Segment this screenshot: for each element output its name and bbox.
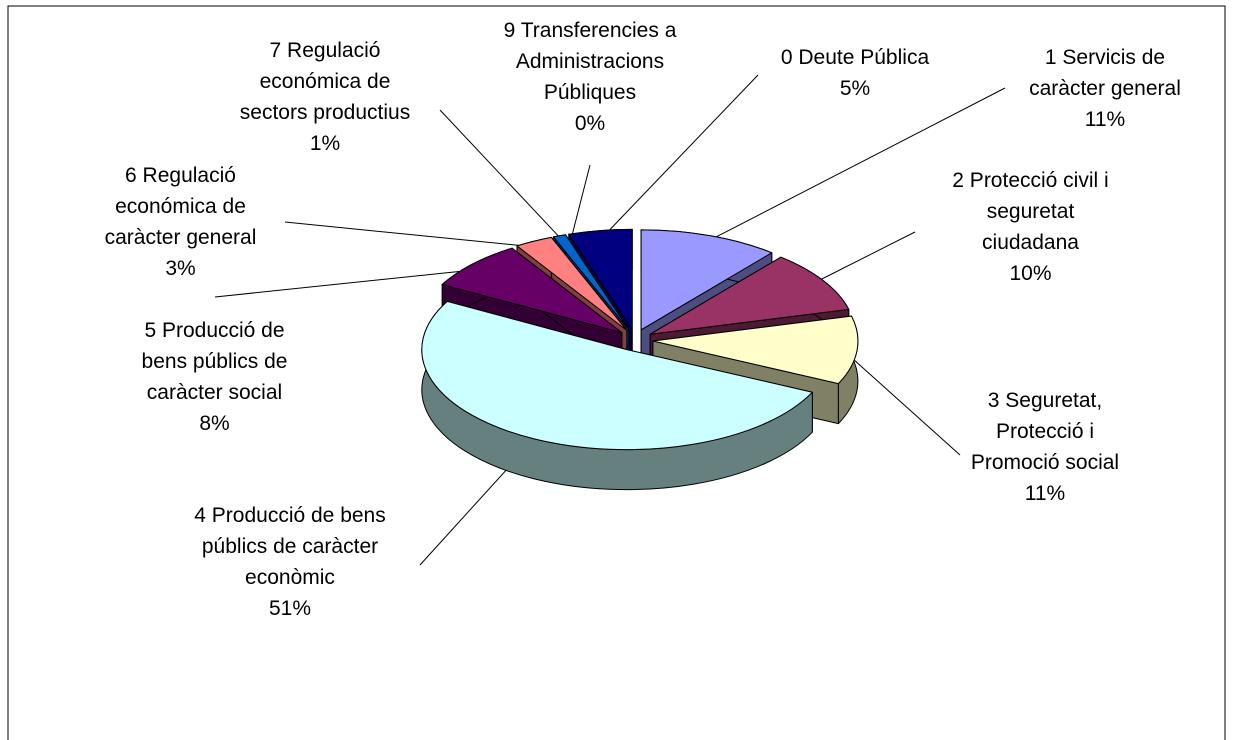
data-label: 4 Producció de bens públics de caràcter … — [190, 500, 390, 624]
percent-label: 0% — [574, 112, 606, 135]
percent-label: 8% — [199, 412, 230, 435]
category-label: 1 Servicis de caràcter general — [1029, 46, 1181, 100]
category-label: 5 Producció de bens públics de caràcter … — [141, 319, 288, 404]
data-label: 3 Seguretat, Protecció i Promoció social… — [965, 385, 1125, 509]
data-label: 7 Regulació económica de sectors product… — [229, 35, 421, 159]
leader-line — [601, 74, 759, 238]
slice-top — [552, 234, 630, 331]
percent-label: 5% — [839, 77, 871, 100]
leader-line — [570, 164, 591, 242]
data-label: 5 Producció de bens públics de caràcter … — [132, 315, 297, 439]
category-label: 9 Transferencies a Administracions Públi… — [503, 19, 677, 104]
category-label: 0 Deute Pública — [780, 46, 930, 69]
slice-top — [516, 236, 628, 331]
percent-label: 51% — [268, 597, 312, 620]
slice — [421, 300, 813, 491]
slice-top — [649, 256, 850, 335]
category-label: 6 Regulació económica de caràcter genera… — [104, 164, 257, 249]
data-label: 6 Regulació económica de caràcter genera… — [98, 160, 263, 284]
chart-frame — [7, 5, 1226, 740]
category-label: 7 Regulació económica de sectors product… — [239, 39, 411, 124]
slice-top — [441, 247, 623, 334]
slice-top — [421, 300, 813, 451]
leader-line — [705, 87, 1006, 243]
data-label: 2 Protecció civil i seguretat ciudadana 1… — [938, 165, 1123, 289]
category-label: 3 Seguretat, Protecció i Promoció social — [970, 389, 1120, 474]
slice-top — [640, 229, 773, 331]
data-label: 9 Transferencies a Administracions Públi… — [490, 15, 690, 139]
percent-label: 10% — [1009, 262, 1052, 285]
leader-line — [284, 221, 541, 249]
category-label: 2 Protecció civil i seguretat ciudadana — [952, 169, 1109, 254]
percent-label: 3% — [165, 257, 196, 280]
leader-line — [439, 109, 565, 243]
leader-line — [842, 349, 961, 456]
category-label: 4 Producció de bens públics de caràcter … — [194, 504, 386, 589]
leader-line — [214, 268, 483, 298]
leader-line — [810, 231, 916, 285]
percent-label: 1% — [309, 132, 341, 155]
data-label: 1 Servicis de caràcter general 11% — [1015, 42, 1195, 135]
percent-label: 11% — [1024, 482, 1066, 505]
slice-top — [568, 228, 633, 330]
percent-label: 11% — [1084, 108, 1126, 131]
slice-top — [652, 315, 859, 385]
data-label: 0 Deute Pública 5% — [755, 42, 955, 104]
